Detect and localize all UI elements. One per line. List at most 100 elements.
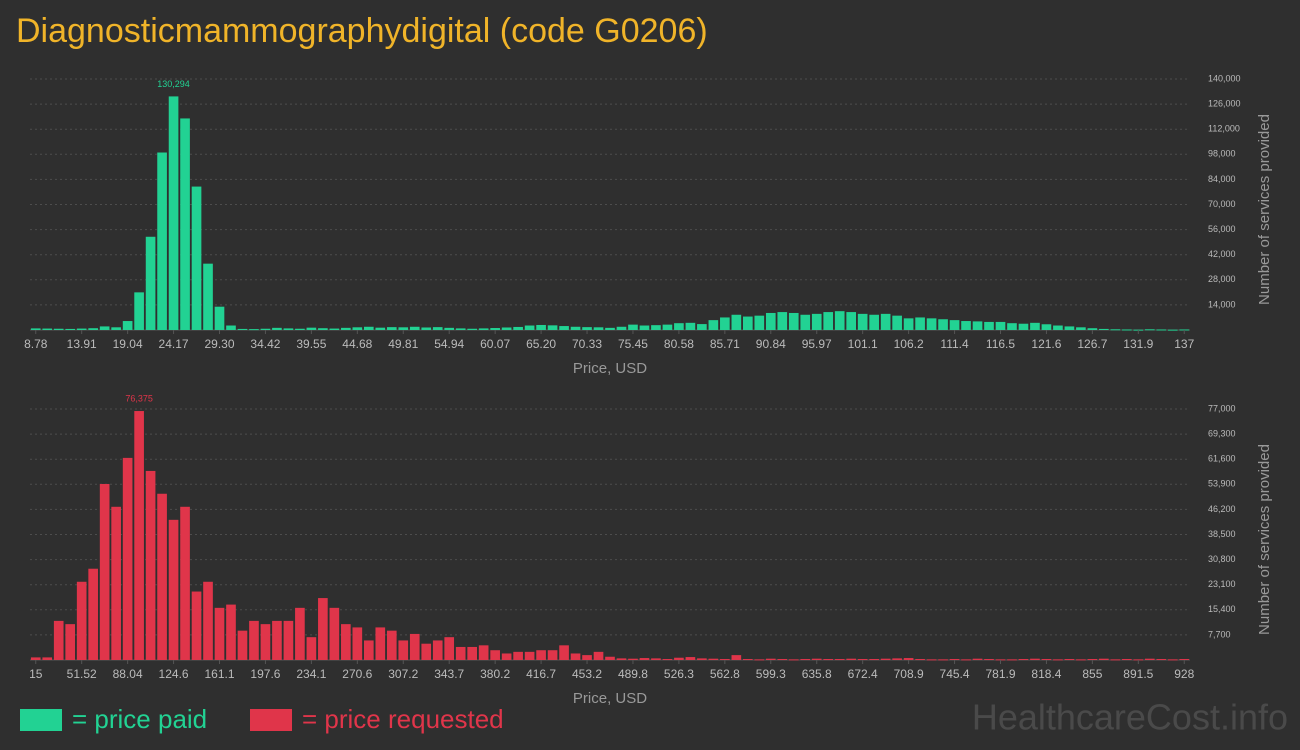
bar: [1007, 659, 1017, 661]
bar: [685, 657, 696, 660]
bar: [30, 328, 41, 330]
bar: [1030, 322, 1040, 330]
bar: [628, 324, 638, 330]
bar: [777, 659, 788, 661]
x-tick-label: 489.8: [618, 667, 648, 681]
x-tick-label: 70.33: [572, 337, 602, 351]
x-tick-label: 197.6: [250, 667, 280, 681]
x-tick-label: 781.9: [985, 667, 1015, 681]
x-tick-label: 106.2: [894, 337, 924, 351]
bar: [398, 640, 409, 660]
bar: [903, 318, 914, 330]
bar: [800, 659, 811, 661]
x-tick-label: 818.4: [1031, 667, 1061, 681]
x-tick-label: 126.7: [1077, 337, 1107, 351]
bar: [467, 646, 478, 660]
x-tick-label: 234.1: [296, 667, 326, 681]
bar: [1156, 659, 1167, 661]
bar: [272, 327, 282, 330]
bar: [892, 315, 902, 330]
bar: [444, 637, 455, 660]
bar: [122, 321, 133, 330]
x-tick-label: 380.2: [480, 667, 510, 681]
y-tick-label: 23,100: [1208, 579, 1236, 589]
x-tick-label: 88.04: [113, 667, 143, 681]
bar: [536, 650, 546, 660]
bar: [76, 328, 87, 330]
bar: [295, 607, 305, 660]
bar: [42, 328, 53, 330]
bar: [65, 328, 76, 330]
x-tick-label: 29.30: [204, 337, 234, 351]
x-axis-label: Price, USD: [573, 690, 647, 707]
bar: [1144, 329, 1155, 331]
page-title: Diagnosticmammographydigital (code G0206…: [16, 12, 708, 50]
y-tick-label: 7,700: [1208, 629, 1231, 639]
bar: [903, 658, 914, 660]
bar: [76, 581, 87, 660]
y-tick-label: 70,000: [1208, 199, 1236, 209]
bar: [490, 328, 500, 330]
bar: [386, 630, 397, 660]
bar: [1099, 658, 1109, 660]
bar: [547, 650, 558, 660]
y-tick-label: 140,000: [1208, 73, 1241, 83]
bar: [639, 325, 650, 330]
bar: [697, 324, 707, 330]
bar: [88, 328, 98, 330]
bar: [995, 321, 1006, 330]
bar: [386, 327, 397, 330]
bar: [363, 326, 374, 330]
bar: [1007, 323, 1017, 330]
bar: [214, 306, 225, 330]
data-label: 130,294: [157, 79, 190, 89]
x-tick-label: 137: [1174, 337, 1194, 351]
x-tick-label: 54.94: [434, 337, 464, 351]
y-tick-label: 42,000: [1208, 249, 1236, 259]
bar: [421, 327, 432, 330]
x-tick-label: 307.2: [388, 667, 418, 681]
bar: [203, 581, 213, 660]
bar: [134, 411, 144, 660]
bar: [88, 568, 98, 660]
y-tick-label: 77,000: [1208, 403, 1236, 413]
y-tick-label: 126,000: [1208, 98, 1241, 108]
x-tick-label: 121.6: [1031, 337, 1061, 351]
bar: [432, 327, 443, 330]
bar: [53, 620, 64, 660]
bar: [65, 624, 76, 660]
bar: [949, 659, 960, 661]
bar: [616, 326, 627, 330]
bar: [352, 327, 363, 330]
bar: [329, 328, 340, 330]
bar: [1179, 329, 1190, 331]
bar: [524, 651, 535, 660]
bar: [432, 640, 443, 660]
bar: [237, 328, 248, 330]
bar: [765, 658, 776, 660]
y-tick-label: 61,600: [1208, 454, 1236, 464]
bar: [984, 321, 994, 330]
bar: [249, 620, 259, 660]
bar: [1053, 325, 1063, 330]
bar: [559, 645, 569, 660]
bar: [1076, 327, 1086, 330]
bar: [145, 470, 156, 660]
y-tick-label: 69,300: [1208, 428, 1236, 438]
bar: [1041, 324, 1052, 330]
bar: [398, 327, 409, 330]
bar: [1076, 659, 1086, 661]
bar: [226, 325, 236, 330]
x-tick-label: 13.91: [67, 337, 97, 351]
y-axis-label: Number of services provided: [1256, 114, 1273, 305]
bar: [53, 328, 64, 330]
x-tick-label: 90.84: [756, 337, 786, 351]
bar: [1110, 329, 1121, 331]
x-tick-label: 416.7: [526, 667, 556, 681]
bar: [524, 325, 535, 330]
bar: [708, 658, 719, 660]
bar: [662, 324, 673, 330]
bar: [352, 627, 363, 660]
legend-label: = price paid: [72, 704, 207, 734]
bar: [915, 317, 925, 330]
